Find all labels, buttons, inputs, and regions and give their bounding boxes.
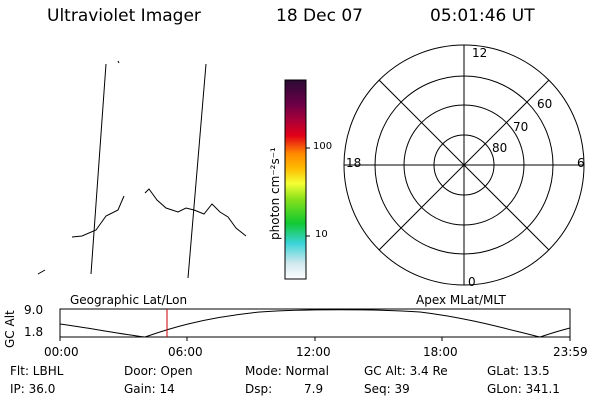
meridian-line-2 — [187, 63, 207, 279]
gc-alt-curve — [59, 309, 571, 338]
timeline-xlabel-2359: 23:59 — [553, 345, 588, 359]
info-glat: GLat: 13.5 — [487, 364, 550, 378]
timeline-xlabel-0600: 06:00 — [168, 345, 203, 359]
time-label: 05:01:46 UT — [430, 6, 535, 26]
info-mode: Mode: Normal — [245, 364, 329, 378]
mlt-label-0: 0 — [468, 275, 476, 289]
timeline-ytick-low: 1.8 — [24, 325, 44, 339]
info-seq: Seq: 39 — [364, 382, 410, 396]
info-gc-alt: GC Alt: 3.4 Re — [364, 364, 448, 378]
mlat-label-60: 60 — [537, 97, 553, 111]
lat-curve-stub — [37, 269, 46, 275]
meridian-tick — [117, 60, 120, 64]
mlat-label-80: 80 — [492, 141, 508, 155]
date-label: 18 Dec 07 — [276, 6, 363, 26]
info-gain: Gain: 14 — [124, 382, 175, 396]
mlt-label-6: 6 — [577, 156, 585, 170]
lat-curve-left — [71, 195, 125, 238]
timeline-xlabel-0000: 00:00 — [44, 345, 79, 359]
mlt-label-12: 12 — [472, 46, 488, 60]
instrument-title: Ultraviolet Imager — [47, 6, 201, 26]
info-dsp-value: 7.9 — [304, 382, 324, 396]
timeline-ytick-high: 9.0 — [24, 303, 44, 317]
colorbar-gradient — [284, 79, 307, 280]
mlt-label-18: 18 — [346, 156, 362, 170]
colorbar-label-10: 10 — [315, 229, 328, 240]
timeline-left-title: Geographic Lat/Lon — [70, 293, 188, 307]
info-dsp-label: Dsp: — [245, 382, 273, 396]
info-flt: Flt: LBHL — [10, 364, 64, 378]
mlat-label-70: 70 — [513, 120, 529, 134]
info-ip: IP: 36.0 — [10, 382, 56, 396]
lat-curve-right — [144, 188, 247, 237]
timeline-xlabel-1200: 12:00 — [296, 345, 331, 359]
info-door: Door: Open — [124, 364, 193, 378]
polar-diagonal-2 — [378, 79, 550, 251]
timeline-right-title: Apex MLat/MLT — [416, 293, 506, 307]
info-glon: GLon: 341.1 — [487, 382, 560, 396]
geographic-grid-lines — [37, 60, 247, 279]
timeline-xlabel-1800: 18:00 — [423, 345, 458, 359]
meridian-line-1 — [90, 63, 107, 275]
colorbar-label-100: 100 — [313, 141, 333, 152]
timeline-frame — [59, 308, 571, 338]
